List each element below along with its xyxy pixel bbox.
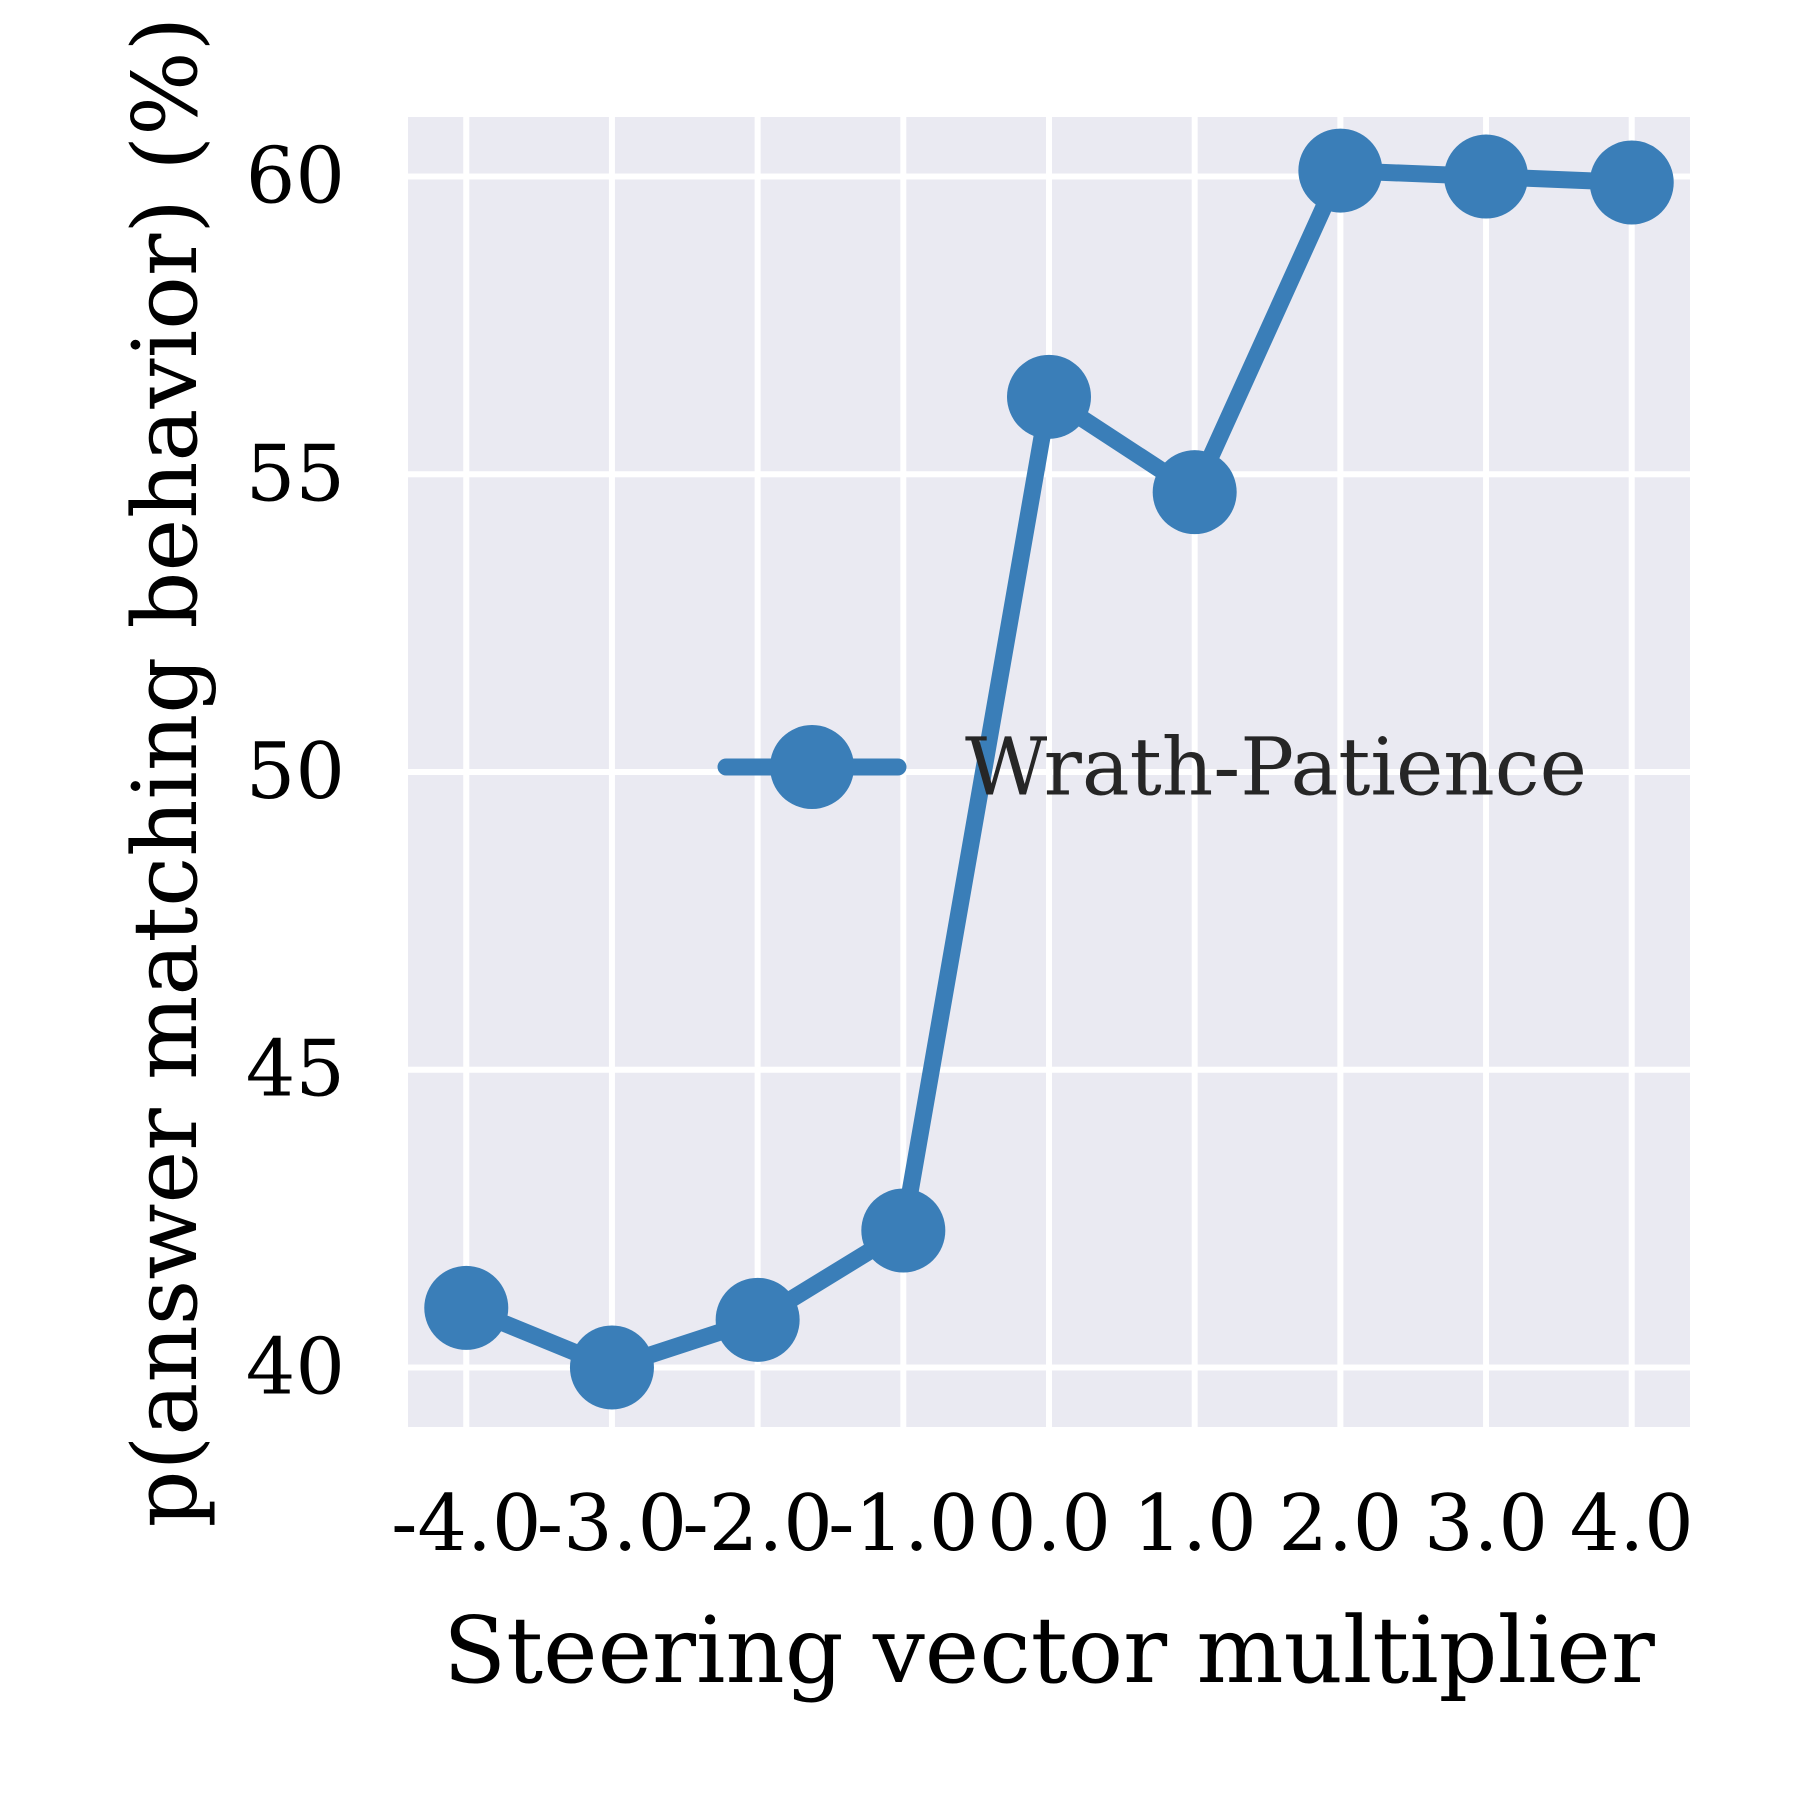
x-tick-label: -4.0: [391, 1479, 541, 1569]
x-tick-label: 2.0: [1278, 1479, 1402, 1569]
y-axis-label: p(answer matching behavior) (%): [113, 17, 217, 1528]
y-tick-label: 60: [246, 132, 345, 222]
y-tick-label: 50: [246, 727, 345, 817]
data-point: [424, 1265, 509, 1350]
legend-marker-icon: [770, 725, 854, 809]
x-tick-label: 3.0: [1424, 1479, 1548, 1569]
x-tick-label: -2.0: [682, 1479, 832, 1569]
y-tick-label: 40: [246, 1322, 345, 1412]
x-tick-label: 0.0: [987, 1479, 1111, 1569]
legend-label: Wrath-Patience: [965, 721, 1587, 814]
data-point: [1007, 354, 1091, 439]
y-tick-label: 45: [246, 1025, 345, 1115]
x-tick-labels: -4.0-3.0-2.0-1.0 0.0 1.0 2.0 3.0 4.0: [391, 1479, 1694, 1569]
y-tick-label: 55: [246, 429, 345, 519]
x-tick-label: -1.0: [828, 1479, 978, 1569]
x-tick-label: 1.0: [1133, 1479, 1257, 1569]
x-tick-label: 4.0: [1570, 1479, 1694, 1569]
data-point: [569, 1325, 654, 1410]
y-tick-labels: 40 45 50 55 60: [246, 132, 345, 1413]
data-point: [1444, 134, 1529, 219]
data-point: [715, 1277, 800, 1362]
data-point: [1298, 128, 1383, 213]
x-axis-label: Steering vector multiplier: [443, 1597, 1655, 1704]
series-layer: [424, 128, 1674, 1410]
x-tick-label: -3.0: [537, 1479, 687, 1569]
data-point: [1589, 140, 1674, 225]
data-point: [861, 1188, 946, 1273]
data-point: [1152, 450, 1237, 535]
legend: Wrath-Patience: [717, 721, 1587, 814]
